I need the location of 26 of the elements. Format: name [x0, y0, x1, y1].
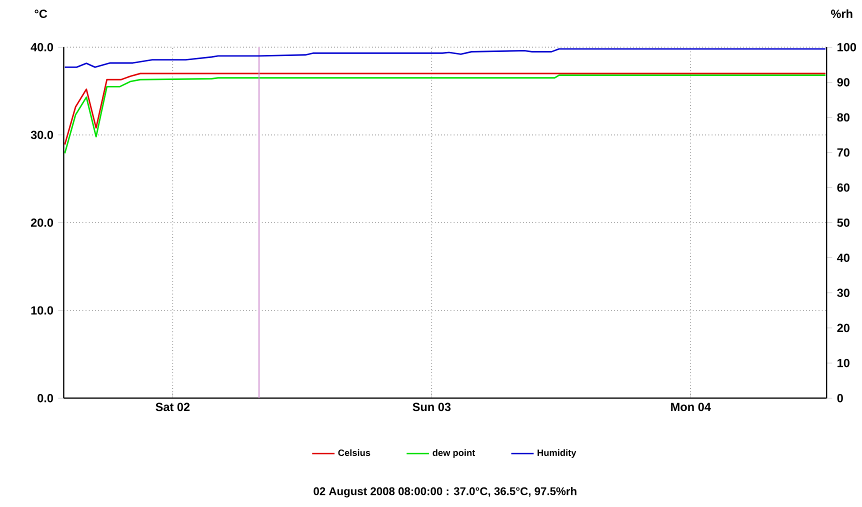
x-tick-label: Sun 03 — [412, 402, 451, 412]
x-tick-label: Mon 04 — [671, 402, 711, 412]
y-axis-title: °C — [34, 9, 48, 18]
y2-tick-label: 90 — [837, 78, 850, 86]
y2-axis-title: %rh — [831, 9, 852, 18]
y2-tick-label: 30 — [837, 288, 850, 297]
line-series — [64, 48, 826, 68]
y2-tick-label: 50 — [837, 218, 850, 227]
y2-tick-label: 60 — [837, 183, 850, 192]
y-tick-label: 30.0 — [30, 130, 54, 139]
x-tick-label: Sat 02 — [156, 402, 190, 412]
y-tick-label: 20.0 — [30, 218, 54, 227]
y2-tick-label: 10 — [838, 358, 850, 368]
y2-tick-label: 70 — [837, 148, 850, 157]
y2-tick-label: 100 — [838, 42, 856, 52]
y2-tick-label: 80 — [837, 113, 850, 122]
legend-label: Humidity — [538, 449, 576, 458]
y-tick-label: 10.0 — [31, 306, 54, 314]
y-tick-label: 0.0 — [38, 394, 54, 402]
text: 02 August 2008 08:00:00 : 37.0°C, 36.5°C, 97.5%rh — [314, 486, 576, 498]
y2-tick-label: 0 — [837, 394, 843, 402]
y-tick-label: 40.0 — [30, 42, 54, 52]
y2-tick-label: 20 — [837, 324, 850, 332]
legend-label: dew point — [432, 449, 476, 458]
y2-tick-label: 40 — [837, 253, 850, 262]
legend-label: Celsius — [338, 449, 370, 456]
